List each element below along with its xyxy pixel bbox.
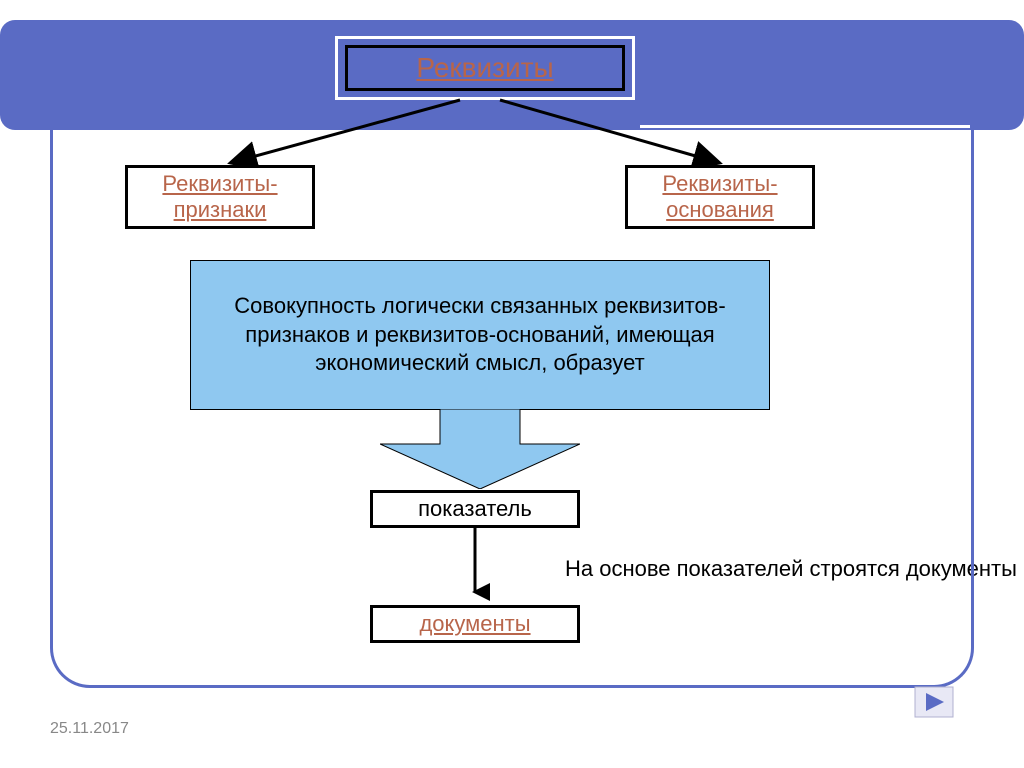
title-box: Реквизиты — [335, 36, 635, 100]
frame-border — [50, 130, 974, 688]
title-box-inner: Реквизиты — [345, 45, 625, 91]
play-icon — [914, 686, 954, 718]
footer-date: 25.11.2017 — [50, 720, 129, 738]
title-link[interactable]: Реквизиты — [416, 52, 553, 84]
next-button[interactable] — [914, 686, 954, 718]
